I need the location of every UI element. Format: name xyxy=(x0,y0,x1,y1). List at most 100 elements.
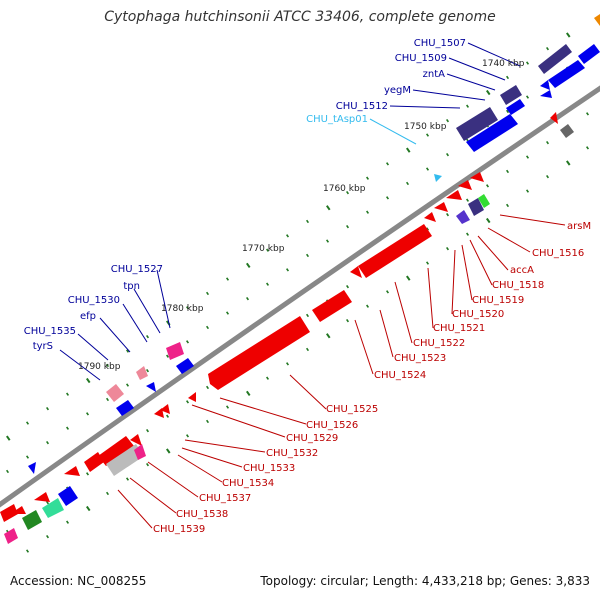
gene-znta xyxy=(500,85,522,105)
connector-chu-1525 xyxy=(289,374,327,410)
gene-efp xyxy=(146,382,156,392)
connector-chu-tasp01 xyxy=(369,118,417,145)
connector-chu-1532 xyxy=(184,439,266,453)
gene-orange xyxy=(594,14,600,26)
tick-mark xyxy=(146,462,150,467)
tick-mark xyxy=(86,505,91,512)
connector-chu-1516 xyxy=(487,227,531,253)
gene-chu-1538 xyxy=(58,486,78,506)
gene-red-left-2 xyxy=(10,506,26,514)
gene-chu-1522 xyxy=(312,290,352,322)
connector-chu-1535 xyxy=(77,333,109,361)
tick-mark xyxy=(566,32,571,38)
connector-chu-1519 xyxy=(461,244,473,301)
tick-mark xyxy=(166,448,171,454)
gene-tyrs xyxy=(116,400,134,416)
tick-mark xyxy=(406,275,411,281)
label-chu-1512: CHU_1512 xyxy=(336,101,388,112)
label-arsm: arsM xyxy=(567,221,591,232)
gene-arsm-green xyxy=(478,194,490,208)
tick-mark xyxy=(226,405,230,409)
tick-mark xyxy=(286,268,290,272)
tick-mark xyxy=(426,133,430,137)
map-title: Cytophaga hutchinsonii ATCC 33406, compl… xyxy=(104,9,496,25)
tick-mark xyxy=(46,500,50,505)
gene-chu-1513 xyxy=(466,114,518,152)
tick-mark xyxy=(125,349,130,353)
connector-arsm xyxy=(499,214,566,226)
label-chu-1538: CHU_1538 xyxy=(176,509,228,520)
gene-chu-1507 xyxy=(538,44,572,74)
tick-mark xyxy=(206,419,210,424)
gene-chu-1508 xyxy=(548,60,585,88)
label-chu-1524: CHU_1524 xyxy=(374,370,426,381)
tick-mark xyxy=(65,426,70,430)
tick-mark xyxy=(226,277,230,281)
tick-mark xyxy=(286,362,290,366)
connector-tyrs xyxy=(59,349,101,381)
connector-tpn xyxy=(133,288,161,334)
gene-small-fwd-1 xyxy=(540,80,550,90)
gene-chu-1534 xyxy=(130,434,142,446)
label-znta: zntA xyxy=(423,69,446,80)
label-chu-1520: CHU_1520 xyxy=(452,309,504,320)
label-chu-1526: CHU_1526 xyxy=(306,420,358,431)
gene-pink-bottom xyxy=(4,528,18,544)
tick-mark xyxy=(306,219,310,224)
tick-mark xyxy=(266,282,270,286)
label-chu-1522: CHU_1522 xyxy=(413,338,465,349)
connector-chu-1537 xyxy=(147,461,199,498)
label-chu-1509: CHU_1509 xyxy=(395,53,447,64)
scale-labels: 1740 kbp 1750 kbp 1760 kbp 1770 kbp 1780… xyxy=(78,59,525,372)
gene-chu-1509 xyxy=(578,44,600,64)
label-chu-1521: CHU_1521 xyxy=(433,323,485,334)
gene-small-fwd-3 xyxy=(28,462,36,474)
tick-mark xyxy=(406,147,411,153)
label-tpn: tpn xyxy=(123,281,140,292)
label-chu-1530: CHU_1530 xyxy=(68,295,120,306)
label-tyrs: tyrS xyxy=(33,341,53,352)
label-yegm: yegM xyxy=(384,85,411,96)
tick-mark xyxy=(206,325,210,330)
tick-mark xyxy=(326,333,331,339)
tick-mark xyxy=(526,189,530,193)
label-chu-1519: CHU_1519 xyxy=(472,295,524,306)
tick-mark xyxy=(386,290,390,294)
tick-mark xyxy=(366,304,370,308)
tick-mark xyxy=(166,354,170,358)
tick-mark xyxy=(406,181,410,186)
accession-text: Accession: NC_008255 xyxy=(10,574,147,588)
tick-mark xyxy=(326,205,331,211)
gene-grey-box xyxy=(560,124,574,138)
tick-mark xyxy=(45,534,50,539)
label-chu-1537: CHU_1537 xyxy=(199,493,251,504)
label-chu-1507: CHU_1507 xyxy=(414,38,466,49)
connector-chu-1539 xyxy=(117,489,153,529)
connector-chu-1507 xyxy=(467,42,521,67)
tick-mark xyxy=(45,406,50,411)
tick-mark xyxy=(506,203,510,208)
tick-mark xyxy=(486,184,490,188)
tick-mark xyxy=(85,377,91,384)
connector-chu-1518 xyxy=(469,239,493,286)
tick-mark xyxy=(266,376,270,380)
connector-znta xyxy=(446,73,496,91)
label-chu-1532: CHU_1532 xyxy=(266,448,318,459)
label-chu-1533: CHU_1533 xyxy=(243,463,295,474)
tick-mark xyxy=(546,46,550,51)
connector-chu-1530 xyxy=(122,303,148,343)
tick-mark xyxy=(506,75,510,80)
connector-chu-1524 xyxy=(354,319,374,375)
tick-mark xyxy=(506,169,510,174)
gene-chu-1524 xyxy=(208,316,310,390)
tick-mark xyxy=(25,421,30,425)
gene-red-left-1 xyxy=(0,504,18,522)
scale-label: 1740 kbp xyxy=(482,59,525,69)
tick-mark xyxy=(446,246,450,251)
scale-label: 1760 kbp xyxy=(323,184,366,194)
gene-chu-1537b xyxy=(134,444,146,460)
label-chu-1518: CHU_1518 xyxy=(492,280,544,291)
tick-mark xyxy=(166,414,170,418)
tick-mark xyxy=(186,306,190,310)
scale-label: 1780 kbp xyxy=(161,304,204,314)
